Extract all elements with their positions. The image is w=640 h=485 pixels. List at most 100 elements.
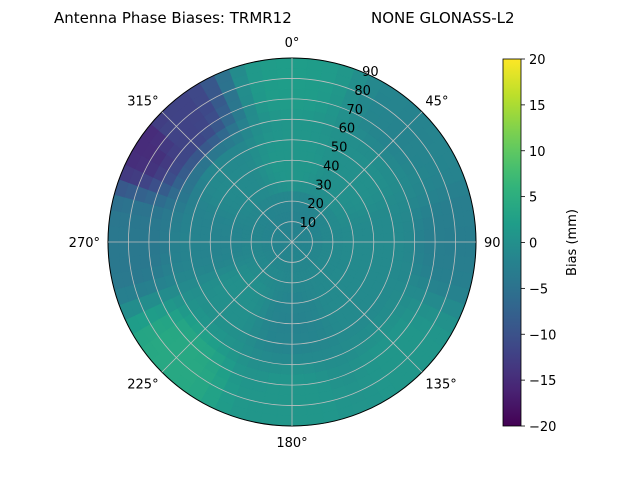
- heatmap-cell: [158, 230, 171, 243]
- colorbar-tick-label: 0: [529, 237, 537, 252]
- heatmap-cell: [286, 180, 293, 192]
- colorbar-tick-label: −15: [529, 374, 556, 389]
- heatmap-cell: [277, 78, 293, 90]
- radial-tick-label: 10: [300, 216, 317, 231]
- heatmap-cell: [373, 233, 385, 243]
- heatmap-cell: [301, 352, 314, 365]
- heatmap-cell: [297, 312, 307, 324]
- heatmap-cell: [413, 230, 426, 243]
- heatmap-cell: [107, 241, 120, 259]
- heatmap-cell: [282, 139, 293, 151]
- heatmap-cell: [454, 241, 467, 258]
- heatmap-cell: [422, 216, 435, 231]
- heatmap-cell: [434, 241, 446, 256]
- heatmap-cell: [424, 241, 436, 255]
- colorbar-tick-label: −5: [529, 282, 548, 297]
- heatmap-cell: [413, 241, 426, 254]
- heatmap-cell: [444, 241, 456, 257]
- heatmap-cell: [291, 404, 308, 417]
- heatmap-cell: [179, 241, 191, 253]
- heatmap-cell: [149, 253, 162, 268]
- azimuth-tick-label: 225°: [127, 377, 158, 392]
- heatmap-cell: [298, 322, 309, 334]
- heatmap-cell: [291, 292, 298, 304]
- heatmap-cell: [280, 353, 293, 365]
- heatmap-cell: [291, 394, 307, 406]
- radial-tick-label: 80: [354, 84, 371, 99]
- heatmap-cell: [362, 234, 375, 243]
- heatmap-cell: [279, 374, 293, 386]
- heatmap-cell: [268, 362, 282, 375]
- azimuth-tick-label: 90: [484, 236, 501, 251]
- heatmap-cell: [392, 222, 405, 234]
- heatmap-cell: [434, 228, 446, 243]
- heatmap-cell: [303, 372, 318, 385]
- heatmap-cell: [276, 404, 293, 417]
- chart-subtitle: NONE GLONASS-L2: [371, 9, 515, 27]
- chart-title: Antenna Phase Biases: TRMR12: [54, 9, 292, 27]
- polar-labels: 10 20 30 40 50 60 70 80 90 0° 45° 90 135° 180° 225° 270…: [69, 36, 501, 451]
- heatmap-cell: [277, 394, 293, 406]
- heatmap-cell: [302, 109, 316, 122]
- heatmap-cell: [117, 241, 130, 258]
- heatmap-cell: [169, 251, 182, 264]
- heatmap-cell: [199, 233, 211, 243]
- heatmap-cell: [291, 272, 296, 284]
- heatmap-cell: [383, 232, 395, 243]
- azimuth-gridline: [161, 241, 293, 373]
- heatmap-cell: [230, 241, 242, 248]
- heatmap-cell: [281, 343, 293, 355]
- heatmap-cell: [362, 227, 374, 237]
- azimuth-tick-label: 135°: [425, 377, 456, 392]
- heatmap-cell: [279, 98, 293, 110]
- heatmap-cell: [189, 249, 202, 261]
- heatmap-cell: [412, 252, 425, 266]
- heatmap-cell: [444, 227, 456, 243]
- heatmap-cell: [285, 170, 293, 182]
- heatmap-cell: [464, 225, 477, 243]
- heatmap-cell: [362, 241, 375, 250]
- heatmap-cell: [268, 109, 282, 122]
- heatmap-cell: [272, 129, 284, 142]
- heatmap-cell: [303, 99, 318, 112]
- heatmap-cell: [291, 57, 309, 70]
- heatmap-cell: [291, 67, 308, 80]
- heatmap-cell: [291, 119, 304, 131]
- polar-grid: [107, 57, 477, 427]
- heatmap-cell: [372, 225, 384, 236]
- heatmap-cell: [128, 241, 140, 257]
- heatmap-cell: [277, 160, 287, 172]
- heatmap-cell: [158, 241, 171, 254]
- radial-tick-label: 30: [315, 178, 332, 193]
- heatmap-cell: [291, 302, 299, 314]
- heatmap-cell: [210, 247, 222, 257]
- heatmap-cell: [464, 241, 477, 259]
- heatmap-cell: [278, 384, 293, 396]
- heatmap-cell: [266, 372, 281, 385]
- heatmap-cell: [291, 353, 304, 365]
- colorbar-tick-label: 10: [529, 145, 546, 160]
- heatmap-cell: [138, 241, 150, 256]
- heatmap-cell: [291, 333, 302, 345]
- heatmap-cell: [332, 237, 344, 243]
- heatmap-cell: [383, 241, 395, 252]
- colorbar-tick-label: 20: [529, 53, 546, 68]
- heatmap-cell: [288, 200, 293, 212]
- heatmap-cell: [278, 88, 293, 100]
- radial-tick-label: 40: [323, 159, 340, 174]
- heatmap-cell: [291, 282, 297, 294]
- radial-tick-label: 50: [331, 141, 348, 156]
- heatmap-cell: [266, 99, 281, 112]
- heatmap-cell: [291, 88, 306, 100]
- heatmap-cell: [283, 323, 293, 335]
- heatmap-cell: [284, 159, 293, 172]
- heatmap-cell: [291, 149, 301, 161]
- heatmap-cell: [149, 216, 162, 231]
- heatmap-cell: [280, 108, 293, 121]
- azimuth-tick-label: 270°: [69, 236, 100, 251]
- heatmap-cell: [454, 226, 467, 243]
- heatmap-cell: [412, 218, 425, 232]
- azimuth-tick-label: 180°: [276, 436, 307, 451]
- heatmap-cell: [291, 78, 307, 90]
